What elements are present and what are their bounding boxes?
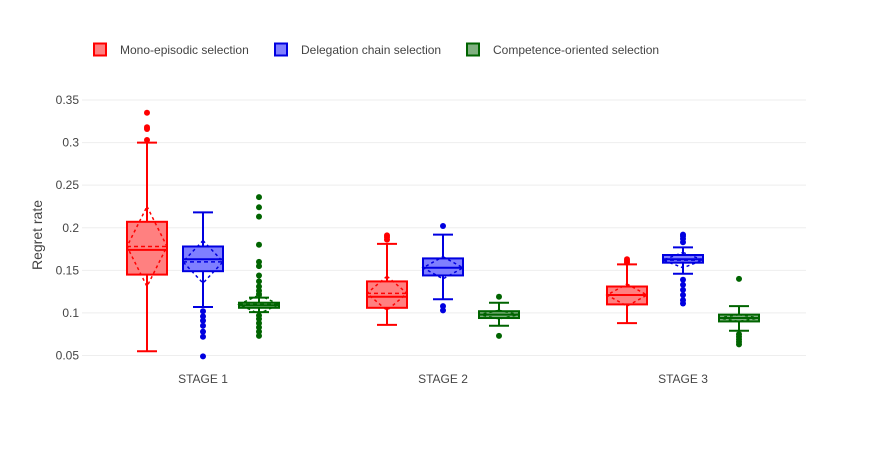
outlier-point[interactable] — [256, 312, 262, 319]
y-tick-label: 0.15 — [56, 263, 80, 277]
outlier-point[interactable] — [440, 223, 446, 230]
x-tick-label: STAGE 2 — [418, 372, 468, 386]
series-2 — [237, 194, 760, 348]
box-trace[interactable] — [421, 223, 465, 314]
box-trace[interactable] — [126, 109, 168, 353]
outlier-point[interactable] — [256, 278, 262, 285]
series-0 — [126, 109, 649, 353]
outlier-point[interactable] — [256, 194, 262, 201]
outlier-point[interactable] — [256, 283, 262, 290]
legend-swatch — [93, 42, 107, 57]
y-tick-label: 0.25 — [56, 178, 80, 192]
legend-item[interactable]: Delegation chain selection — [274, 42, 441, 57]
outlier-point[interactable] — [680, 281, 686, 288]
legend-item[interactable]: Competence-oriented selection — [466, 42, 659, 57]
outlier-point[interactable] — [256, 241, 262, 248]
outlier-point[interactable] — [200, 353, 206, 360]
y-tick-label: 0.35 — [56, 93, 80, 107]
legend-swatch — [274, 42, 288, 57]
box-iqr — [366, 280, 408, 309]
outlier-point[interactable] — [200, 333, 206, 340]
outlier-point[interactable] — [256, 263, 262, 270]
box-trace[interactable] — [660, 231, 706, 307]
legend-label: Mono-episodic selection — [120, 43, 249, 57]
outlier-point[interactable] — [200, 313, 206, 320]
outlier-point[interactable] — [200, 328, 206, 335]
box-iqr — [126, 220, 168, 276]
box-trace[interactable] — [718, 275, 760, 348]
series-1 — [181, 211, 706, 360]
box-layer — [126, 109, 760, 360]
outlier-point[interactable] — [496, 293, 502, 300]
y-tick-label: 0.05 — [56, 349, 80, 363]
outlier-point[interactable] — [256, 258, 262, 265]
outlier-point[interactable] — [624, 256, 630, 263]
outlier-point[interactable] — [440, 303, 446, 310]
outlier-point[interactable] — [680, 231, 686, 238]
box-sd-diamond — [181, 239, 225, 285]
box-sd-diamond — [660, 251, 706, 269]
outlier-point[interactable] — [256, 287, 262, 294]
x-tick-label: STAGE 1 — [178, 372, 228, 386]
outlier-point[interactable] — [256, 213, 262, 220]
box-trace[interactable] — [365, 232, 409, 326]
legend-label: Delegation chain selection — [301, 43, 441, 57]
outlier-point[interactable] — [680, 286, 686, 293]
outlier-point[interactable] — [680, 276, 686, 283]
outlier-point[interactable] — [736, 331, 742, 338]
outlier-point[interactable] — [144, 137, 150, 144]
outlier-point[interactable] — [256, 272, 262, 279]
outlier-point[interactable] — [256, 332, 262, 339]
outlier-point[interactable] — [680, 297, 686, 304]
box-sd-diamond — [478, 309, 520, 320]
x-axis-ticks: STAGE 1 STAGE 2 STAGE 3 — [178, 372, 708, 386]
outlier-point[interactable] — [200, 308, 206, 315]
outlier-point[interactable] — [200, 317, 206, 324]
box-sd-diamond — [718, 313, 760, 323]
legend[interactable]: Mono-episodic selection Delegation chain … — [93, 42, 659, 57]
outlier-point[interactable] — [256, 204, 262, 211]
outlier-point[interactable] — [736, 275, 742, 282]
outlier-point[interactable] — [200, 322, 206, 329]
outlier-point[interactable] — [144, 124, 150, 131]
outlier-point[interactable] — [680, 292, 686, 299]
y-tick-label: 0.3 — [62, 136, 79, 150]
y-axis-ticks: 0.05 0.1 0.15 0.2 0.25 0.3 0.35 — [56, 93, 80, 363]
box-trace[interactable] — [605, 256, 649, 325]
legend-label: Competence-oriented selection — [493, 43, 659, 57]
outlier-point[interactable] — [440, 307, 446, 314]
outlier-point[interactable] — [384, 232, 390, 239]
outlier-point[interactable] — [256, 320, 262, 327]
y-tick-label: 0.2 — [62, 221, 79, 235]
y-tick-label: 0.1 — [62, 306, 79, 320]
outlier-point[interactable] — [256, 324, 262, 331]
outlier-point[interactable] — [256, 328, 262, 335]
outlier-point[interactable] — [144, 109, 150, 116]
x-tick-label: STAGE 3 — [658, 372, 708, 386]
legend-item[interactable]: Mono-episodic selection — [93, 42, 249, 57]
box-trace[interactable] — [478, 293, 520, 339]
box-trace[interactable] — [237, 194, 281, 339]
y-axis-title: Regret rate — [29, 200, 45, 270]
box-trace[interactable] — [181, 211, 225, 360]
outlier-point[interactable] — [496, 332, 502, 339]
legend-swatch — [466, 42, 480, 57]
